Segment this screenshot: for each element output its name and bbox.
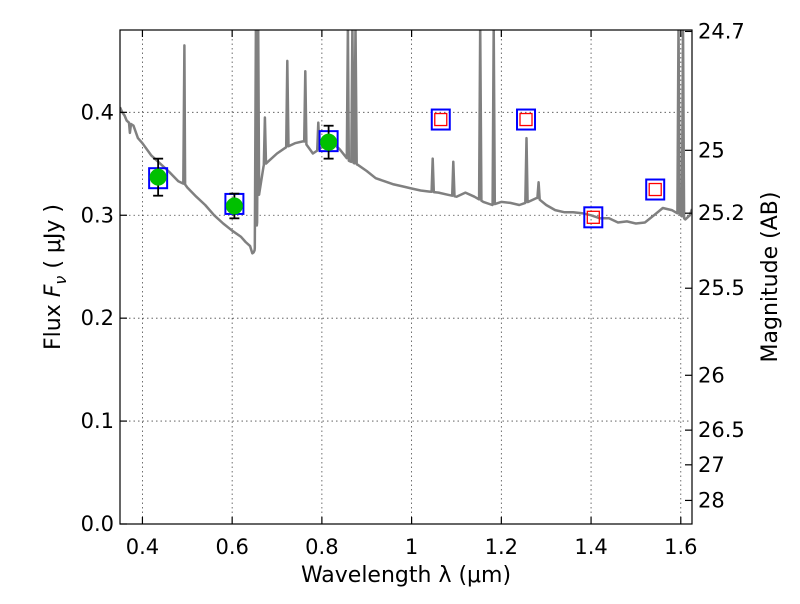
magnitude-tick-label: 26.5 [698,418,745,442]
observed-point [225,197,243,215]
predicted-point [434,112,448,127]
model-photometry-box [645,178,666,201]
magnitude-tick-label: 25.2 [698,201,745,225]
x-tick-label: 0.6 [215,535,248,559]
y-tick-label: 0.2 [81,306,114,330]
model-photometry-box [430,108,451,131]
x-tick-label: 0.4 [126,535,159,559]
model-spectrum [120,30,692,255]
y-tick-label: 0.4 [81,100,114,124]
x-tick-label: 1.6 [664,535,697,559]
observed-point [149,168,167,186]
model-photometry-box [583,206,604,229]
grid [120,30,692,524]
y-tick-label: 0.0 [81,512,114,536]
x-axis: 0.4 0.6 0.8 1 1.2 1.4 1.6 [126,30,697,559]
magnitude-tick-label: 27 [698,453,725,477]
magnitude-tick-label: 28 [698,488,725,512]
x-tick-label: 1.2 [485,535,518,559]
photometry-markers [148,108,666,229]
plot-frame [119,29,693,525]
y-axis-label-symbol: F [41,284,66,297]
x-axis-label: Wavelength λ (μm) [301,563,511,588]
y-tick-label: 0.1 [81,409,114,433]
predicted-point [648,182,662,197]
y-axis-label: Flux Fν ( μJy ) [41,204,70,350]
magnitude-tick-label: 24.7 [698,19,745,43]
magnitude-tick-label: 25.5 [698,276,745,300]
x-tick-label: 0.8 [305,535,338,559]
y-axis: 0.0 0.1 0.2 0.3 0.4 [81,100,127,536]
predicted-point [519,112,533,127]
magnitude-axis-label: Magnitude (AB) [758,192,783,363]
y-axis-label-subscript: ν [51,276,70,285]
x-tick-label: 1 [405,535,418,559]
model-photometry-box [516,108,537,131]
predicted-point [586,210,600,224]
observed-point [320,133,338,151]
magnitude-tick-label: 25 [698,138,725,162]
magnitude-axis: 24.7 25 25.2 25.5 26 26.5 27 28 [685,19,745,512]
y-axis-label-unit: ( μJy ) [41,204,66,276]
y-tick-label: 0.3 [81,203,114,227]
x-tick-label: 1.4 [574,535,607,559]
magnitude-tick-label: 26 [698,363,725,387]
spectrum-line [120,30,692,255]
y-axis-label-prefix: Flux [41,297,66,350]
